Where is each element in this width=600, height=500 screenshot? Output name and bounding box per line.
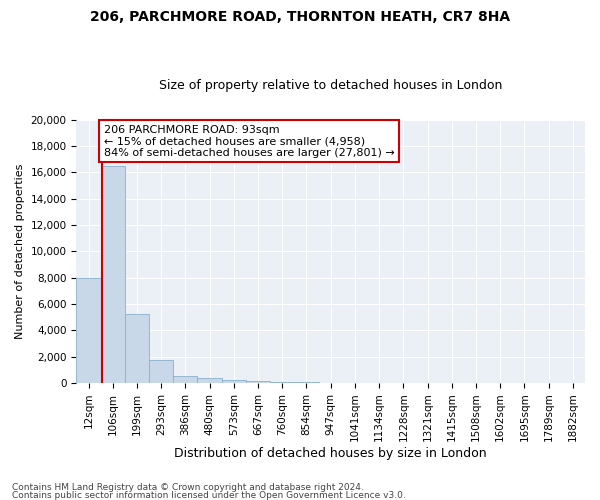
Bar [173,376,197,383]
Bar [270,382,295,383]
Bar [197,378,222,383]
Text: 206, PARCHMORE ROAD, THORNTON HEATH, CR7 8HA: 206, PARCHMORE ROAD, THORNTON HEATH, CR7… [90,10,510,24]
Bar [76,278,101,383]
Title: Size of property relative to detached houses in London: Size of property relative to detached ho… [159,79,502,92]
Bar [246,381,270,383]
Text: 206 PARCHMORE ROAD: 93sqm
← 15% of detached houses are smaller (4,958)
84% of se: 206 PARCHMORE ROAD: 93sqm ← 15% of detac… [104,125,394,158]
Bar [101,166,125,383]
Bar [149,360,173,383]
Bar [222,380,246,383]
Text: Contains HM Land Registry data © Crown copyright and database right 2024.: Contains HM Land Registry data © Crown c… [12,484,364,492]
Y-axis label: Number of detached properties: Number of detached properties [15,164,25,339]
Bar [125,314,149,383]
X-axis label: Distribution of detached houses by size in London: Distribution of detached houses by size … [175,447,487,460]
Bar [295,382,319,383]
Text: Contains public sector information licensed under the Open Government Licence v3: Contains public sector information licen… [12,490,406,500]
